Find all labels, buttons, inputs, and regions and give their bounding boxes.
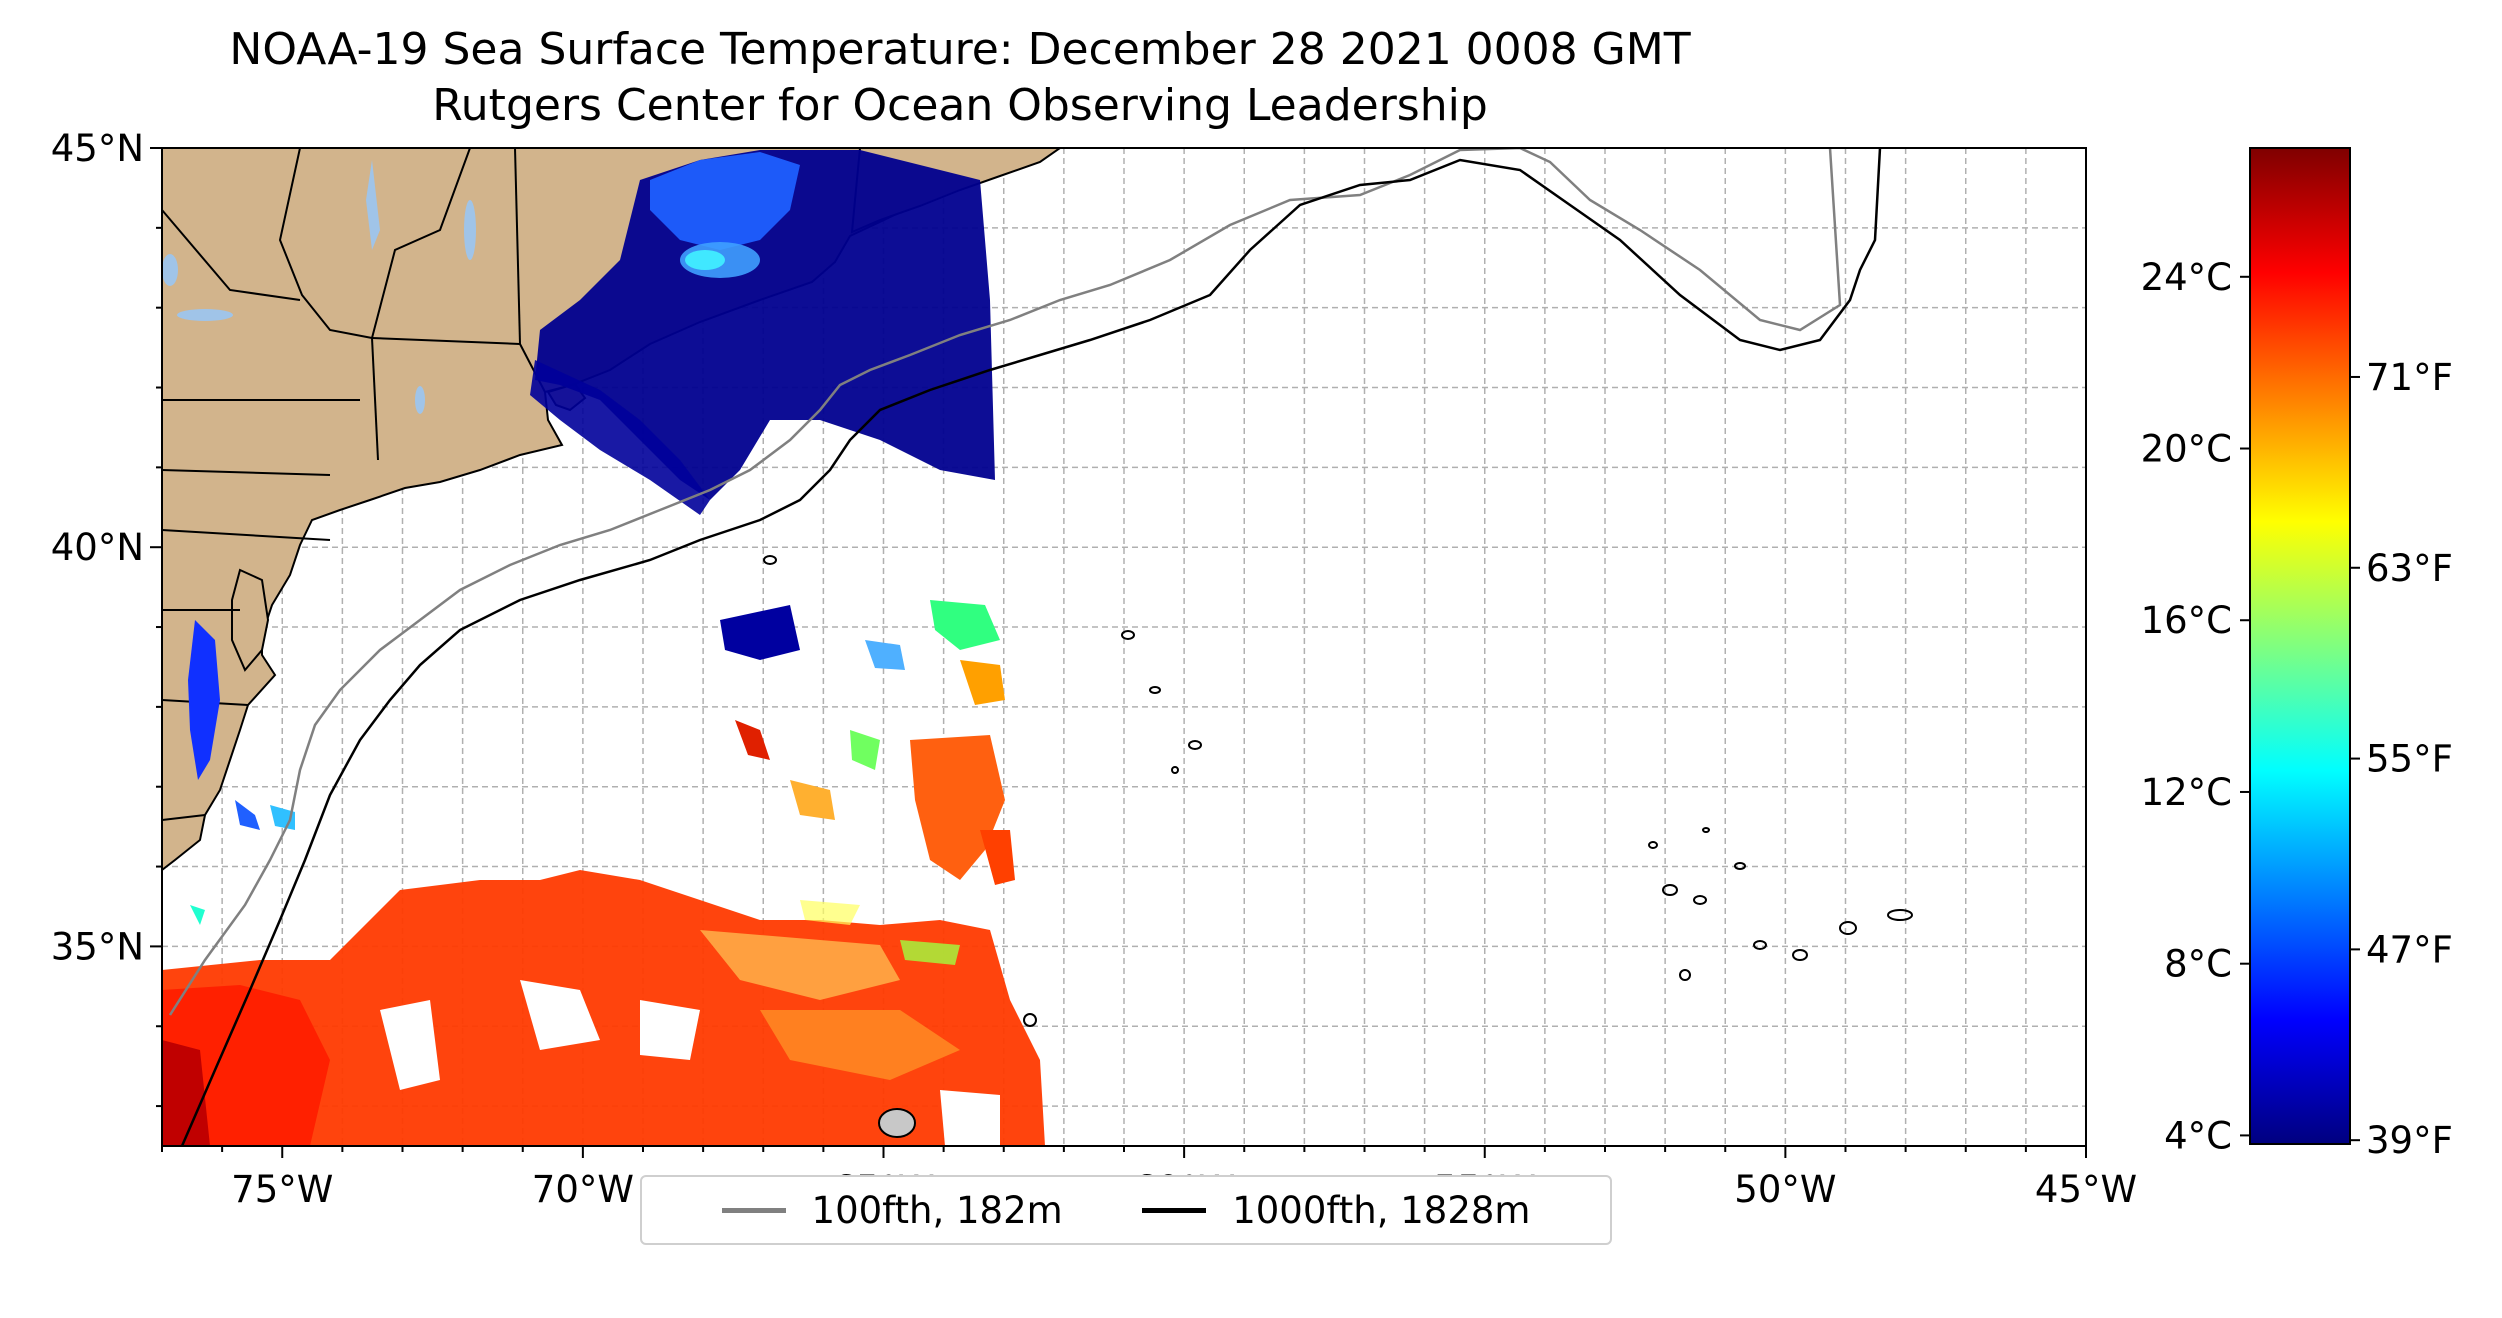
isobath-1000fth [180,148,1882,1146]
colorbar-fahrenheit-label: 71°F [2366,356,2453,399]
colorbar-fahrenheit-ticks: 39°F 47°F 55°F 63°F 71°F [2350,356,2453,1162]
legend-item-1000fth: 1000fth, 1828m [1142,1189,1530,1232]
map-panel [162,148,2086,1146]
seamounts [763,555,1913,1138]
colorbar-celsius-label: 12°C [2141,771,2232,814]
colorbar-fahrenheit-label: 47°F [2366,928,2453,971]
lon-tick-label: 70°W [532,1168,634,1211]
lat-tick-label: 35°N [51,925,144,968]
colorbar-gradient [2249,147,2351,1145]
map-title: NOAA-19 Sea Surface Temperature: Decembe… [229,24,1691,75]
colorbar: 4°C 8°C 12°C 16°C 20°C 24°C 39°F 47°F 55°F 63°F 7… [2141,147,2453,1162]
colorbar-celsius-label: 20°C [2141,428,2232,471]
lon-tick-label: 75°W [231,1168,333,1211]
legend-label-1000fth: 1000fth, 1828m [1232,1188,1531,1232]
legend-label-100fth: 100fth, 182m [811,1188,1063,1232]
land-delmarva [231,568,270,672]
lat-tick-label: 45°N [51,127,144,170]
sst-cold-gulf-of-maine [535,150,995,500]
colorbar-fahrenheit-label: 63°F [2366,547,2453,590]
lakes [162,160,476,414]
map-subtitle: Rutgers Center for Ocean Observing Leade… [432,80,1488,131]
sst-chesapeake-blue [188,620,220,780]
colorbar-celsius-label: 24°C [2141,256,2232,299]
colorbar-celsius-ticks: 4°C 8°C 12°C 16°C 20°C 24°C [2141,256,2250,1157]
legend-swatch-100fth [721,1207,786,1213]
sst-maine-blue [650,152,800,250]
sst-warm-gulf-stream [162,870,1045,1146]
legend-swatch-1000fth [1142,1207,1207,1213]
sst-data [162,150,1045,1146]
isobath-100fth [168,148,1842,1016]
legend-item-100fth: 100fth, 182m [721,1188,1063,1232]
colorbar-fahrenheit-label: 39°F [2366,1119,2453,1162]
colorbar-celsius-label: 8°C [2164,943,2232,986]
lon-tick-label: 50°W [1734,1168,1836,1211]
isobath-legend: 100fth, 182m 1000fth, 1828m [640,1175,1612,1245]
colorbar-fahrenheit-label: 55°F [2366,738,2453,781]
lon-tick-label: 45°W [2035,1168,2137,1211]
lat-tick-label: 40°N [51,526,144,569]
colorbar-celsius-label: 4°C [2164,1114,2232,1157]
colorbar-celsius-label: 16°C [2141,599,2232,642]
latitude-ticks: 45°N 40°N 35°N [51,127,162,1108]
sst-cold-shelf-strip [530,360,710,515]
